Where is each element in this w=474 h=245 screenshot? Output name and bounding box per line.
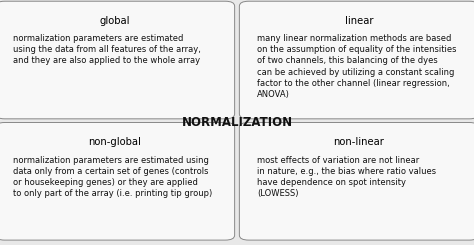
Text: many linear normalization methods are based
on the assumption of equality of the: many linear normalization methods are ba… <box>257 34 457 99</box>
Text: normalization parameters are estimated using
data only from a certain set of gen: normalization parameters are estimated u… <box>13 156 212 198</box>
FancyBboxPatch shape <box>239 1 474 119</box>
FancyBboxPatch shape <box>0 122 235 240</box>
FancyBboxPatch shape <box>0 1 235 119</box>
Text: NORMALIZATION: NORMALIZATION <box>182 116 292 129</box>
Text: global: global <box>100 16 130 26</box>
Text: most effects of variation are not linear
in nature, e.g., the bias where ratio v: most effects of variation are not linear… <box>257 156 437 198</box>
FancyBboxPatch shape <box>239 122 474 240</box>
Text: non-global: non-global <box>89 137 141 147</box>
Text: non-linear: non-linear <box>334 137 384 147</box>
Text: normalization parameters are estimated
using the data from all features of the a: normalization parameters are estimated u… <box>13 34 201 65</box>
Text: linear: linear <box>345 16 374 26</box>
